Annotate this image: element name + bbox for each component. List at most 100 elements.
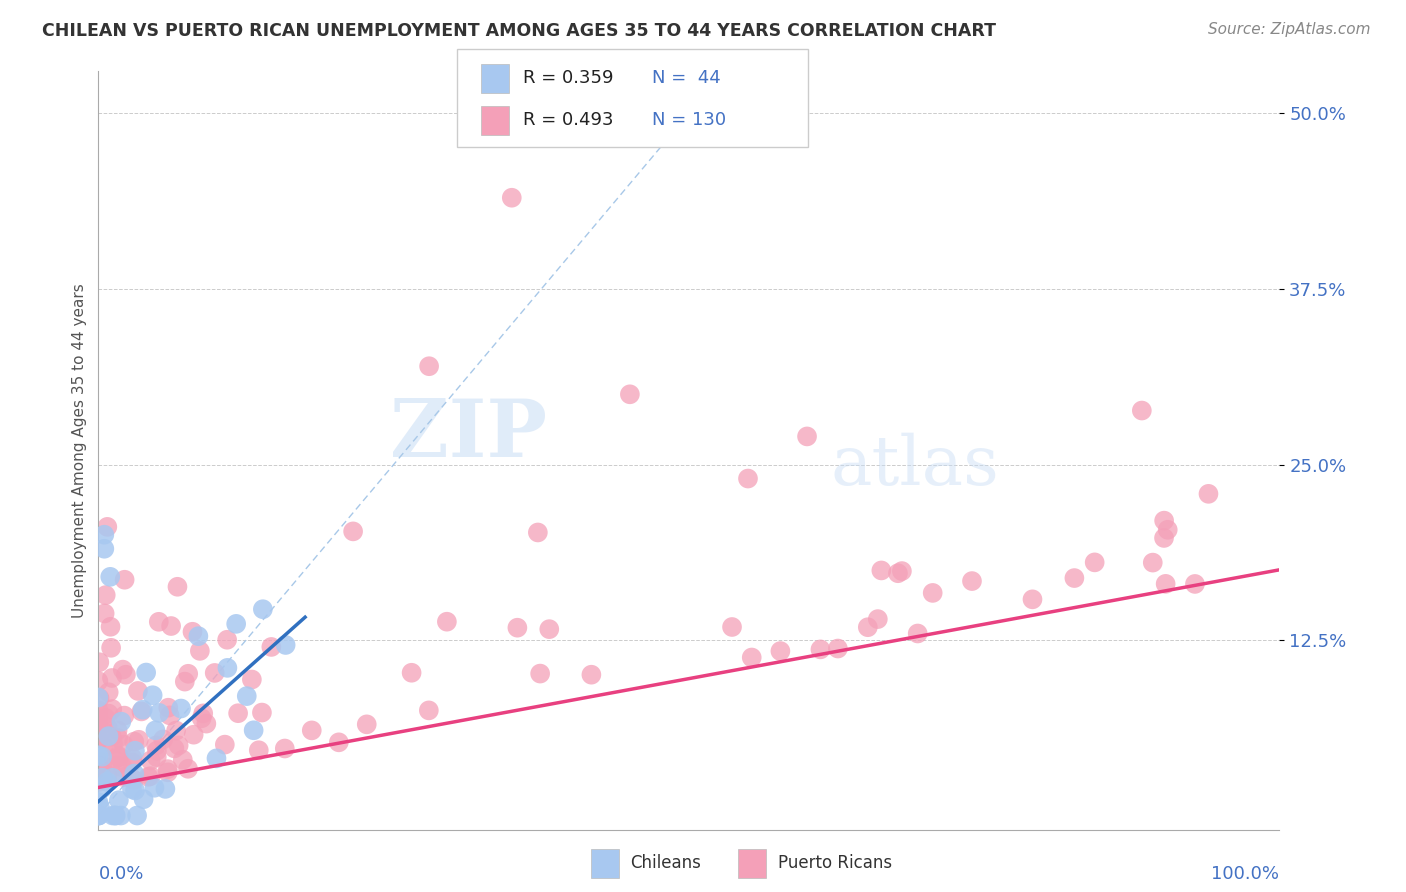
Text: CHILEAN VS PUERTO RICAN UNEMPLOYMENT AMONG AGES 35 TO 44 YEARS CORRELATION CHART: CHILEAN VS PUERTO RICAN UNEMPLOYMENT AMO… bbox=[42, 22, 997, 40]
Point bbox=[87, 808, 110, 822]
Point bbox=[104, 808, 127, 822]
Point bbox=[236, 689, 259, 703]
Point bbox=[127, 808, 149, 822]
Point bbox=[721, 620, 744, 634]
Point bbox=[87, 722, 110, 736]
Point bbox=[436, 615, 458, 629]
Point bbox=[127, 684, 149, 698]
Point bbox=[124, 744, 146, 758]
Point bbox=[274, 638, 297, 652]
Point bbox=[418, 703, 440, 717]
Point bbox=[128, 732, 150, 747]
Point bbox=[94, 588, 117, 602]
Point bbox=[866, 612, 889, 626]
Point bbox=[157, 700, 180, 714]
Text: Puerto Ricans: Puerto Ricans bbox=[778, 855, 891, 872]
Point bbox=[856, 620, 879, 634]
Point bbox=[252, 602, 274, 616]
Point bbox=[217, 661, 239, 675]
Point bbox=[166, 580, 188, 594]
Text: Chileans: Chileans bbox=[630, 855, 700, 872]
Point bbox=[93, 541, 115, 556]
Text: N = 130: N = 130 bbox=[652, 112, 727, 129]
Point bbox=[156, 765, 179, 780]
Point bbox=[104, 808, 127, 822]
Point bbox=[527, 525, 550, 540]
Point bbox=[91, 771, 114, 785]
Point bbox=[160, 619, 183, 633]
Point bbox=[242, 723, 264, 738]
Point bbox=[810, 642, 832, 657]
Point bbox=[1157, 523, 1180, 537]
Point bbox=[152, 732, 174, 747]
Point bbox=[124, 783, 146, 797]
Point bbox=[1084, 555, 1107, 569]
Point bbox=[98, 570, 121, 584]
Point bbox=[247, 743, 270, 757]
Point bbox=[538, 622, 561, 636]
Point bbox=[101, 671, 124, 685]
Point bbox=[87, 808, 110, 822]
Point bbox=[111, 663, 134, 677]
Point bbox=[91, 749, 114, 764]
Text: R = 0.493: R = 0.493 bbox=[523, 112, 613, 129]
Point bbox=[107, 748, 129, 763]
Point bbox=[827, 641, 849, 656]
Point bbox=[89, 691, 111, 706]
Point bbox=[205, 751, 228, 765]
Point bbox=[1153, 514, 1175, 528]
Point bbox=[100, 620, 122, 634]
Point bbox=[581, 667, 603, 681]
Point bbox=[887, 566, 910, 581]
Point bbox=[101, 702, 124, 716]
Point bbox=[401, 665, 423, 680]
Point bbox=[107, 723, 129, 738]
Point bbox=[172, 753, 194, 767]
Point bbox=[114, 573, 136, 587]
Point bbox=[529, 666, 551, 681]
Point bbox=[93, 607, 115, 621]
Point bbox=[741, 650, 763, 665]
Point bbox=[93, 740, 115, 755]
Point bbox=[131, 705, 153, 719]
Point bbox=[142, 688, 165, 702]
Point bbox=[769, 644, 792, 658]
Point bbox=[87, 765, 110, 780]
Point bbox=[87, 733, 110, 747]
Point bbox=[1154, 577, 1177, 591]
Point bbox=[87, 758, 110, 772]
Point bbox=[1142, 556, 1164, 570]
Point bbox=[1063, 571, 1085, 585]
Point bbox=[342, 524, 364, 539]
Point bbox=[167, 739, 190, 753]
Point bbox=[195, 716, 218, 731]
Point bbox=[131, 703, 153, 717]
Point bbox=[87, 755, 110, 769]
Point bbox=[188, 644, 211, 658]
Point bbox=[121, 751, 143, 765]
Point bbox=[97, 685, 120, 699]
Point bbox=[418, 359, 440, 374]
Point bbox=[274, 741, 297, 756]
Point bbox=[260, 640, 283, 654]
Text: ZIP: ZIP bbox=[391, 396, 547, 475]
Text: 0.0%: 0.0% bbox=[98, 864, 143, 883]
Point bbox=[105, 758, 128, 772]
Point bbox=[148, 615, 170, 629]
Point bbox=[87, 720, 110, 734]
Point bbox=[204, 665, 226, 680]
Point bbox=[506, 621, 529, 635]
Point bbox=[170, 701, 193, 715]
Text: Source: ZipAtlas.com: Source: ZipAtlas.com bbox=[1208, 22, 1371, 37]
Point bbox=[214, 738, 236, 752]
Point bbox=[148, 706, 170, 720]
Point bbox=[619, 387, 641, 401]
Point bbox=[121, 772, 143, 786]
Point bbox=[112, 770, 135, 784]
Point bbox=[226, 706, 249, 721]
Point bbox=[124, 766, 146, 780]
Point bbox=[101, 808, 124, 822]
Point bbox=[921, 586, 943, 600]
Point bbox=[139, 769, 162, 783]
Point bbox=[122, 772, 145, 787]
